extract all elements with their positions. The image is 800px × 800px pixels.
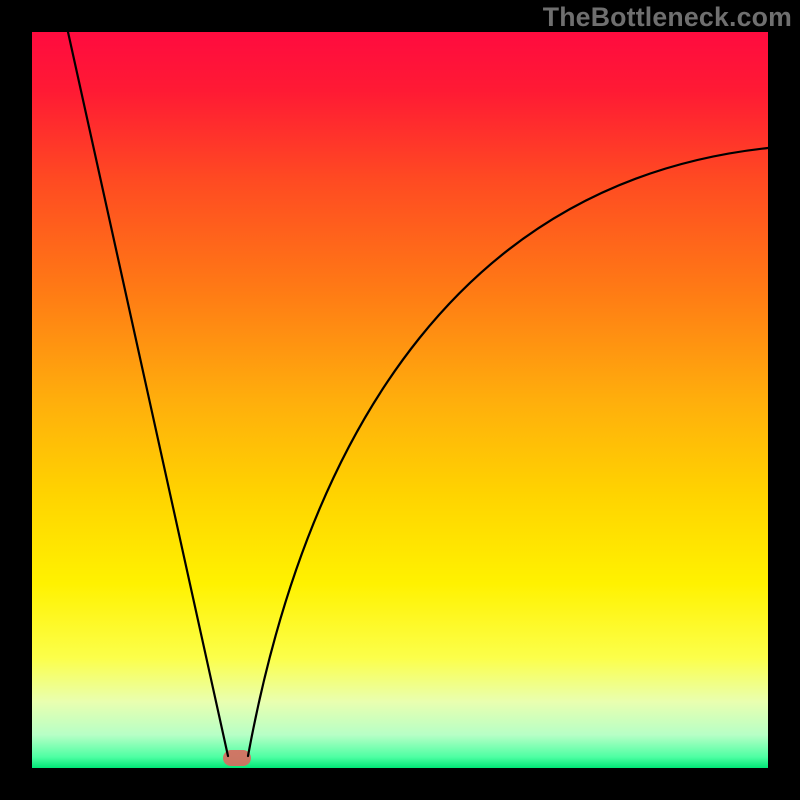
chart-frame: TheBottleneck.com <box>0 0 800 800</box>
bottleneck-curve <box>0 0 800 800</box>
curve-left-branch <box>68 32 228 756</box>
curve-right-branch <box>248 148 768 756</box>
watermark-text: TheBottleneck.com <box>543 2 792 33</box>
